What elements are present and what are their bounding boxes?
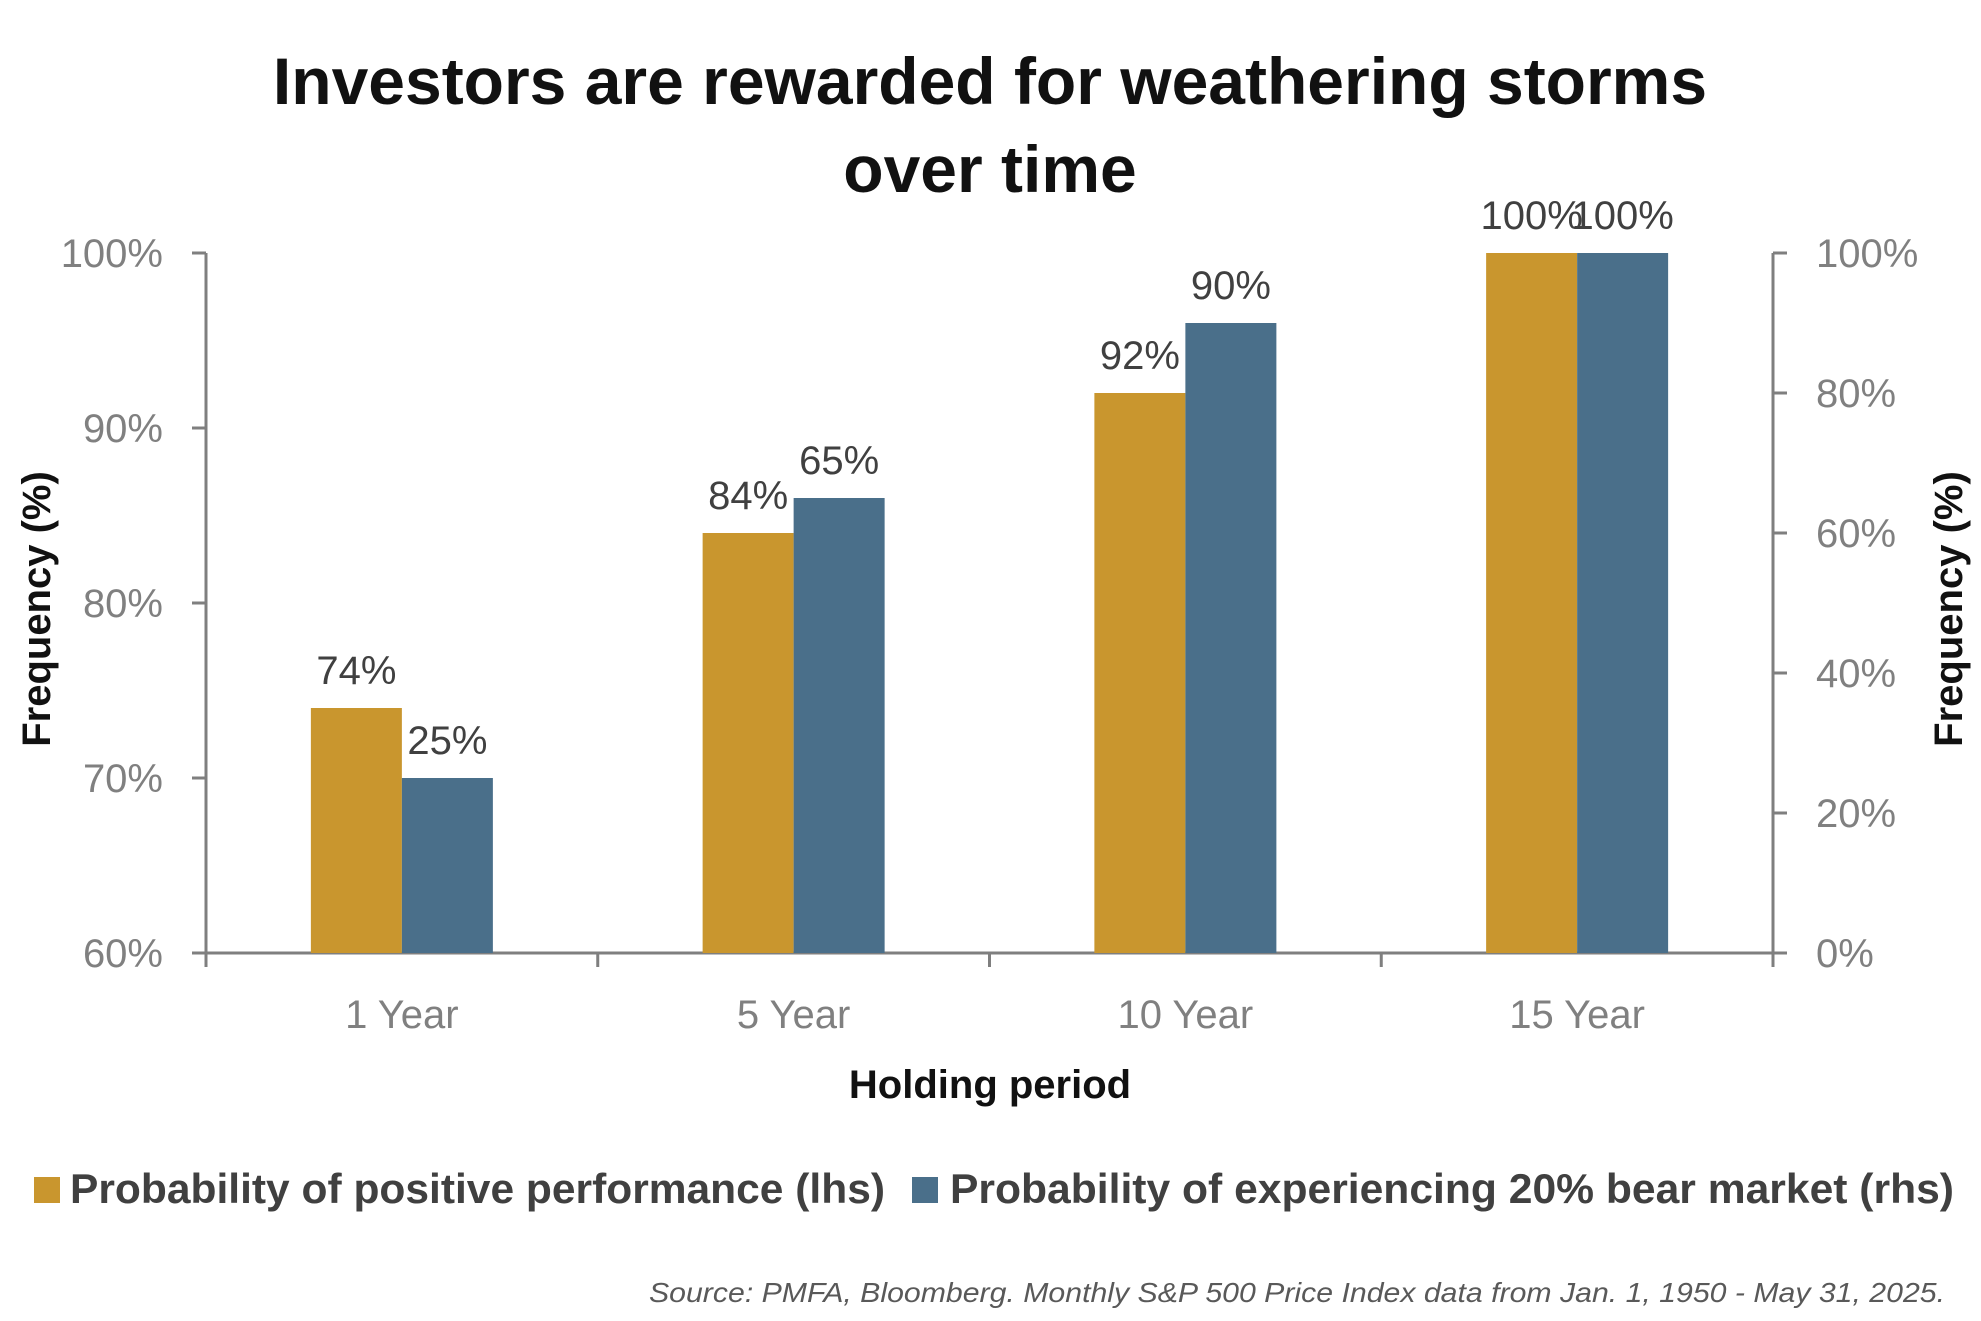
right-y-tick-label: 20% xyxy=(1816,792,1896,836)
right-y-tick-label: 80% xyxy=(1816,372,1896,416)
bar-series-1-74pct xyxy=(310,708,402,953)
chart-legend: Probability of positive performance (lhs… xyxy=(34,1165,1954,1212)
chart-bars xyxy=(310,253,1669,953)
legend-swatch-positive-performance xyxy=(34,1177,60,1203)
bar-data-label: 92% xyxy=(1100,334,1180,378)
chart-source-note: Source: PMFA, Bloomberg. Monthly S&P 500… xyxy=(649,1277,1945,1308)
bar-data-label: 74% xyxy=(316,649,396,693)
chart-title: Investors are rewarded for weathering st… xyxy=(273,44,1707,206)
x-category-label: 5 Year xyxy=(737,993,850,1037)
right-y-axis-title: Frequency (%) xyxy=(1927,471,1971,747)
chart-title-line: Investors are rewarded for weathering st… xyxy=(273,44,1707,118)
x-category-label: 10 Year xyxy=(1118,993,1254,1037)
left-y-tick-label: 60% xyxy=(83,932,163,976)
bar-data-label: 65% xyxy=(799,439,879,483)
bar-series-1-100pct xyxy=(1486,253,1578,953)
bar-data-label: 90% xyxy=(1191,264,1271,308)
right-y-tick-label: 60% xyxy=(1816,512,1896,556)
bar-data-label: 84% xyxy=(708,474,788,518)
bar-data-label: 100% xyxy=(1480,194,1582,238)
right-y-tick-label: 100% xyxy=(1816,232,1918,276)
x-category-label: 1 Year xyxy=(345,993,458,1037)
bar-data-label: 100% xyxy=(1571,194,1673,238)
x-category-label: 15 Year xyxy=(1509,993,1645,1037)
left-y-tick-label: 100% xyxy=(61,232,163,276)
left-y-tick-label: 70% xyxy=(83,757,163,801)
right-y-tick-label: 40% xyxy=(1816,652,1896,696)
source-note: Source: PMFA, Bloomberg. Monthly S&P 500… xyxy=(649,1277,1945,1308)
left-y-axis-title: Frequency (%) xyxy=(15,471,59,747)
chart-title-line: over time xyxy=(843,132,1136,206)
chart-axes: 60% 70% 80% 90% 100% 0% 20% 40% 60% 80% 100% 1 Year… xyxy=(15,232,1971,1107)
bar-series-2-25pct xyxy=(401,778,493,953)
bar-series-2-100pct xyxy=(1577,253,1669,953)
bar-series-1-84pct xyxy=(702,533,794,953)
chart-data-labels: 74% 84% 92% 100% 25% 65% 90% 100% xyxy=(316,194,1673,763)
x-axis-title: Holding period xyxy=(849,1063,1131,1107)
left-y-tick-label: 90% xyxy=(83,407,163,451)
legend-label-bear-market: Probability of experiencing 20% bear mar… xyxy=(950,1165,1954,1212)
legend-swatch-bear-market xyxy=(912,1177,938,1203)
legend-label-positive-performance: Probability of positive performance (lhs… xyxy=(70,1165,885,1212)
bar-data-label: 25% xyxy=(407,719,487,763)
bar-series-1-92pct xyxy=(1094,393,1186,953)
right-y-tick-label: 0% xyxy=(1816,932,1874,976)
left-y-tick-label: 80% xyxy=(83,582,163,626)
bar-series-2-65pct xyxy=(793,498,885,953)
bar-series-2-90pct xyxy=(1185,323,1277,953)
